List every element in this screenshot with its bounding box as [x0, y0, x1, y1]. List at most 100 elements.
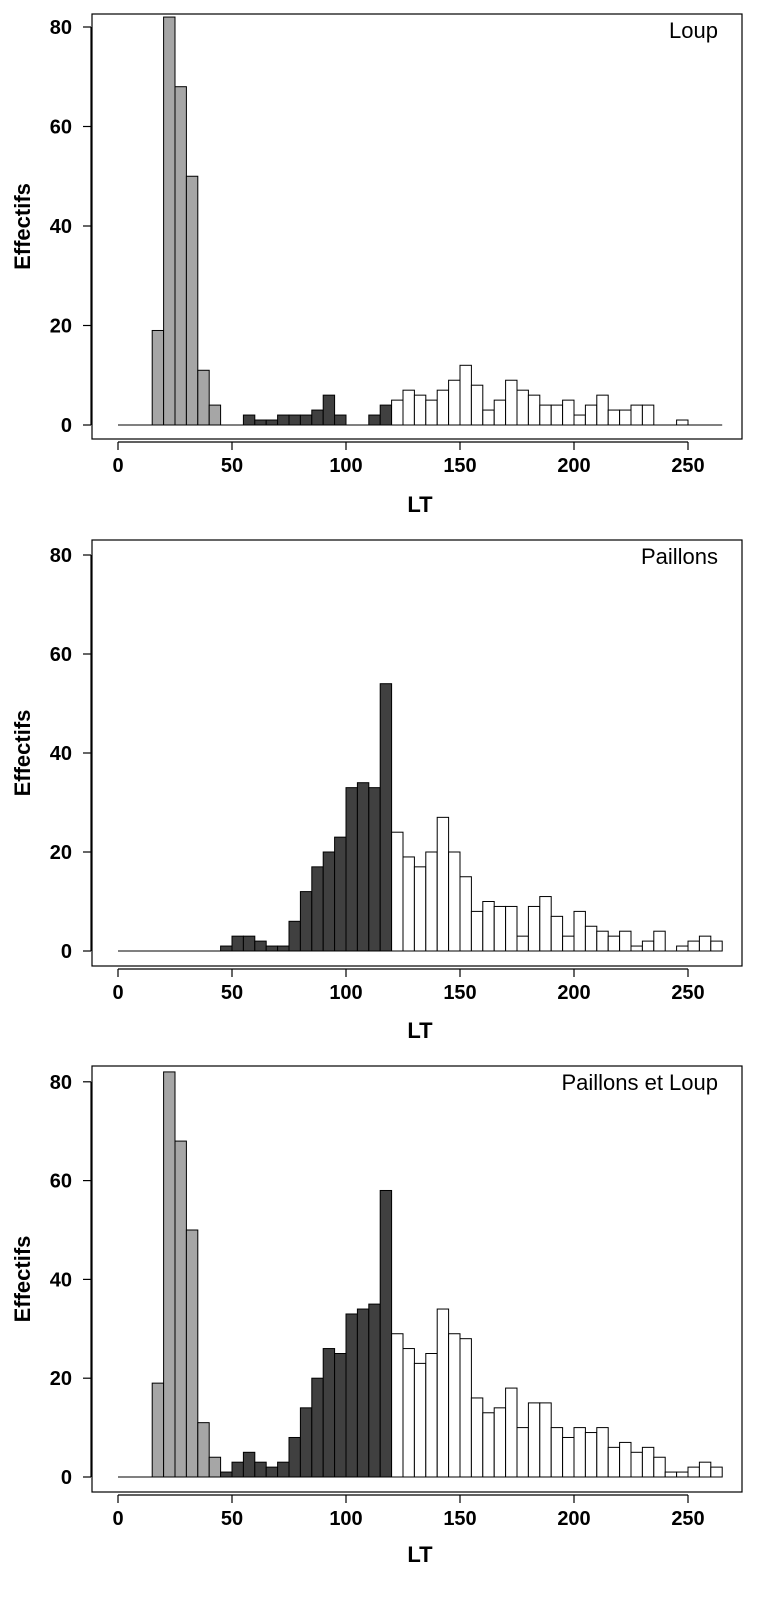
histogram-bar — [630, 945, 643, 952]
histogram-bar — [505, 905, 518, 952]
x-tick-label: 50 — [221, 1508, 243, 1530]
histogram-bar — [539, 404, 552, 426]
histogram-bar — [698, 1461, 712, 1478]
histogram-bar — [220, 1471, 233, 1478]
x-axis-label: LT — [407, 1542, 433, 1567]
x-tick-label: 250 — [671, 455, 704, 477]
histogram-bar — [356, 782, 370, 952]
histogram-bar — [470, 1397, 484, 1478]
histogram-bar — [277, 1461, 290, 1478]
histogram-bar — [493, 1407, 507, 1478]
histogram-bar — [676, 945, 689, 952]
histogram-bar — [163, 16, 176, 426]
histogram-bar — [163, 1071, 176, 1478]
plot-frame — [91, 1065, 743, 1493]
histogram-bar — [505, 1387, 518, 1478]
histogram-bar — [436, 816, 450, 952]
x-tick-label: 50 — [221, 455, 243, 477]
x-tick-label: 0 — [112, 982, 123, 1004]
histogram-bar — [220, 945, 233, 952]
histogram-bar — [641, 940, 655, 952]
x-tick-label: 0 — [112, 455, 123, 477]
x-tick-label: 100 — [329, 455, 362, 477]
histogram-bar — [391, 1333, 404, 1478]
y-tick-label: 80 — [50, 17, 72, 39]
histogram-bar — [379, 404, 393, 426]
histogram-bar — [391, 831, 404, 952]
histogram-bar — [436, 1308, 450, 1478]
histogram-bar — [527, 394, 541, 426]
histogram-bar — [493, 905, 507, 952]
histogram-bar — [470, 910, 484, 952]
histogram-bar — [527, 1402, 541, 1478]
histogram-bar — [516, 935, 529, 952]
y-tick-label: 40 — [50, 1269, 72, 1291]
histogram-bar — [425, 851, 438, 952]
y-tick-label: 40 — [50, 216, 72, 238]
histogram-bar — [368, 787, 381, 952]
histogram-bar — [698, 935, 712, 952]
histogram-bar — [550, 404, 564, 426]
histogram-bar — [174, 86, 187, 426]
histogram-bar — [573, 414, 586, 426]
histogram-bar — [413, 394, 427, 426]
plot-frame — [91, 13, 743, 440]
histogram-bar — [482, 901, 495, 952]
y-axis-label: Effectifs — [10, 710, 35, 797]
y-tick-label: 40 — [50, 743, 72, 765]
y-tick-label: 60 — [50, 117, 72, 139]
histogram-bar — [231, 1461, 244, 1478]
histogram-bar — [459, 1338, 472, 1478]
plot-frame — [91, 539, 743, 967]
histogram-panel-3: 0 20 40 60 80 0 50 100 150 200 250 LT Effectifs Paill… — [10, 1065, 743, 1567]
histogram-bar — [562, 399, 575, 426]
histogram-bar — [334, 1353, 347, 1478]
histogram-bar — [151, 1382, 165, 1478]
x-tick-label: 200 — [557, 982, 590, 1004]
histogram-bar — [413, 1362, 427, 1478]
histogram-bar — [242, 414, 256, 426]
x-tick-label: 100 — [329, 1508, 362, 1530]
x-tick-label: 150 — [443, 455, 476, 477]
histogram-bar — [641, 1446, 655, 1478]
y-tick-label: 60 — [50, 1171, 72, 1193]
histogram-bar — [197, 369, 210, 426]
histogram-bar — [322, 394, 336, 426]
histogram-bar — [573, 910, 586, 952]
y-tick-label: 20 — [50, 842, 72, 864]
histogram-bar — [402, 856, 415, 952]
histogram-bar — [277, 414, 290, 426]
histogram-bar — [710, 940, 723, 952]
histogram-bar — [345, 1313, 358, 1478]
histogram-bar — [368, 414, 381, 426]
histogram-bar — [653, 1456, 666, 1478]
histogram-bar — [459, 876, 472, 952]
histogram-bar — [242, 935, 256, 952]
y-tick-label: 0 — [61, 415, 72, 437]
panel-title: Paillons et Loup — [561, 1070, 718, 1095]
histogram-bar — [425, 1353, 438, 1478]
y-tick-label: 20 — [50, 316, 72, 338]
y-tick-label: 60 — [50, 644, 72, 666]
histogram-bar — [379, 683, 393, 952]
histogram-bar — [299, 891, 313, 952]
histogram-bar — [619, 409, 632, 426]
histogram-bar — [334, 836, 347, 952]
histogram-bar — [254, 940, 267, 952]
x-axis-label: LT — [407, 492, 433, 517]
y-axis-label: Effectifs — [10, 183, 35, 270]
x-axis-label: LT — [407, 1018, 433, 1043]
x-tick-label: 50 — [221, 982, 243, 1004]
histogram-bar — [493, 399, 507, 426]
histogram-bar — [539, 896, 552, 952]
histogram-bar — [596, 1427, 609, 1478]
histogram-bar — [208, 404, 222, 426]
histogram-bar — [265, 1466, 279, 1478]
histogram-bar — [482, 409, 495, 426]
histogram-bar — [562, 1436, 575, 1478]
histogram-bar — [562, 935, 575, 952]
histogram-bar — [459, 364, 472, 426]
histogram-bar — [584, 404, 598, 426]
histogram-panel-2: 0 20 40 60 80 0 50 100 150 200 250 LT Effectifs Paill… — [10, 539, 743, 1043]
